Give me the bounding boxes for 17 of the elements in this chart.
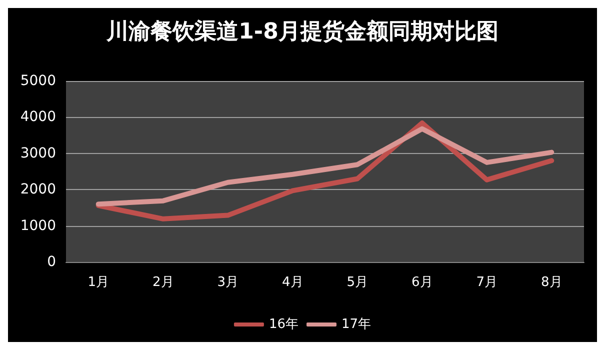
y-tick-label: 5000 [20, 73, 56, 89]
x-tick-label: 6月 [411, 275, 433, 290]
x-tick-label: 8月 [540, 275, 562, 290]
chart-title: 川渝餐饮渠道1-8月提货金额同期对比图 [106, 18, 498, 44]
x-tick-label: 2月 [152, 275, 174, 290]
y-tick-label: 4000 [20, 109, 56, 126]
x-tick-label: 7月 [476, 275, 498, 290]
legend-label: 17年 [342, 317, 372, 332]
y-tick-label: 2000 [20, 182, 56, 198]
x-tick-label: 1月 [88, 275, 110, 290]
x-tick-label: 3月 [217, 275, 239, 290]
y-tick-label: 0 [47, 254, 56, 270]
x-tick-label: 5月 [346, 275, 368, 290]
legend-label: 16年 [268, 317, 299, 332]
y-tick-label: 1000 [20, 218, 56, 234]
x-tick-label: 4月 [282, 275, 304, 290]
y-tick-label: 3000 [20, 145, 56, 162]
